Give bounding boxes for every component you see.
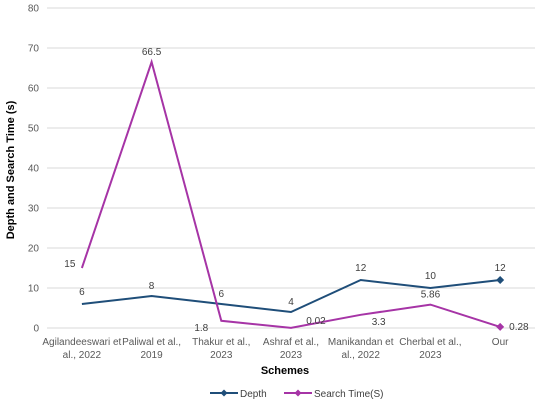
series-lines — [80, 58, 505, 331]
x-tick-label-line: Paliwal et al., — [122, 337, 181, 348]
x-tick-label: Ashraf et al., 2023 — [263, 337, 319, 361]
x-tick-label: Agilandeeswari et al., 2022 — [42, 337, 121, 361]
data-label: 10 — [425, 271, 437, 282]
legend-item-search-time: Search Time(S) — [284, 389, 383, 400]
x-tick-label-line: 2023 — [419, 350, 442, 361]
x-tick-label: Thakur et al., 2023 — [192, 337, 250, 361]
data-label: 0.02 — [306, 316, 326, 327]
x-tick-label-line: Agilandeeswari et — [42, 337, 121, 348]
y-tick-label: 60 — [28, 84, 40, 95]
x-tick-label-line: Cherbal et al., — [399, 337, 461, 348]
x-tick-label-line: Our — [492, 337, 509, 348]
x-tick-label-line: Ashraf et al., — [263, 337, 319, 348]
data-label: 12 — [495, 263, 507, 274]
x-axis-title: Schemes — [261, 365, 309, 377]
x-tick-label-line: 2019 — [140, 350, 163, 361]
series-end-marker-0 — [496, 276, 505, 284]
y-tick-label: 50 — [28, 124, 40, 135]
legend: Depth Search Time(S) — [210, 389, 383, 400]
y-tick-label: 40 — [28, 164, 40, 175]
data-label: 4 — [288, 297, 294, 308]
y-axis-ticks: 0 10 20 30 40 50 60 70 80 — [28, 4, 40, 335]
data-labels: 6 8 6 4 12 10 12 15 66.5 1.8 0.02 3.3 5.86 0.28 — [64, 47, 529, 334]
data-label: 8 — [149, 281, 155, 292]
y-tick-label: 70 — [28, 44, 40, 55]
data-label: 6 — [79, 287, 85, 298]
data-label: 1.8 — [194, 323, 208, 334]
data-label: 5.86 — [421, 290, 441, 301]
legend-item-depth: Depth — [210, 389, 267, 400]
y-tick-label: 80 — [28, 4, 40, 15]
x-tick-label-line: 2023 — [210, 350, 233, 361]
data-label: 15 — [64, 259, 76, 270]
gridlines — [47, 7, 535, 329]
data-label: 0.28 — [509, 322, 529, 333]
series-line-0 — [81, 278, 501, 314]
series-end-marker-1 — [496, 322, 505, 331]
x-tick-label-line: Thakur et al., — [192, 337, 250, 348]
y-tick-label: 30 — [28, 204, 40, 215]
x-tick-label-line: 2023 — [280, 350, 303, 361]
data-label: 12 — [355, 263, 367, 274]
x-tick-label: Paliwal et al., 2019 — [122, 337, 181, 361]
x-axis-ticks: Agilandeeswari et al., 2022 Paliwal et al.… — [42, 337, 509, 361]
legend-label-depth: Depth — [240, 389, 267, 400]
data-label: 3.3 — [372, 317, 386, 328]
legend-label-search-time: Search Time(S) — [314, 389, 383, 400]
y-tick-label: 0 — [33, 324, 39, 335]
x-tick-label: Manikandan et al., 2022 — [328, 337, 394, 361]
legend-marker-depth — [220, 389, 228, 397]
x-tick-label-line: al., 2022 — [342, 350, 381, 361]
x-tick-label: Our — [492, 337, 509, 348]
series-line-1 — [80, 58, 501, 329]
x-tick-label: Cherbal et al., 2023 — [399, 337, 461, 361]
data-label: 6 — [219, 289, 225, 300]
x-tick-label-line: al., 2022 — [63, 350, 102, 361]
data-label: 66.5 — [142, 47, 162, 58]
y-tick-label: 20 — [28, 244, 40, 255]
y-tick-label: 10 — [28, 284, 40, 295]
y-axis-title: Depth and Search Time (s) — [5, 100, 17, 239]
x-tick-label-line: Manikandan et — [328, 337, 394, 348]
legend-marker-search-time — [294, 389, 302, 397]
